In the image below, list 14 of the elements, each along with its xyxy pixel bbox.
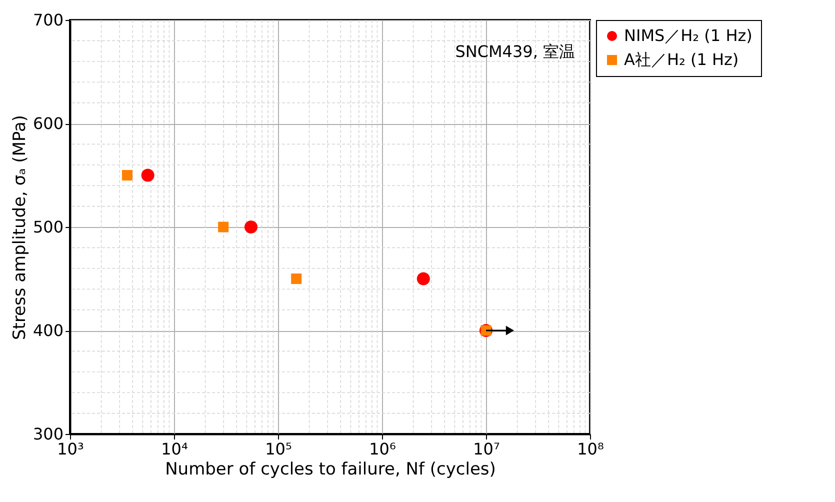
annotation: SNCM439, 室温 — [455, 42, 575, 61]
x-tick-label: 10⁶ — [369, 440, 396, 458]
y-tick-label: 600 — [32, 114, 64, 133]
legend-label: NIMS／H₂ (1 Hz) — [624, 26, 752, 45]
y-axis-title: Stress amplitude, σₐ (MPa) — [10, 114, 30, 340]
x-tick-label: 10⁷ — [473, 440, 500, 458]
x-axis-title: Number of cycles to failure, Nf (cycles) — [165, 460, 496, 480]
x-tick-label: 10⁵ — [265, 440, 292, 458]
x-tick-label: 10⁸ — [577, 440, 604, 458]
x-tick-label: 10⁴ — [161, 440, 188, 458]
y-tick-label: 700 — [32, 10, 64, 30]
y-tick-label: 500 — [32, 218, 64, 236]
legend-label: A社／H₂ (1 Hz) — [624, 50, 739, 69]
y-tick-label: 400 — [32, 321, 64, 340]
